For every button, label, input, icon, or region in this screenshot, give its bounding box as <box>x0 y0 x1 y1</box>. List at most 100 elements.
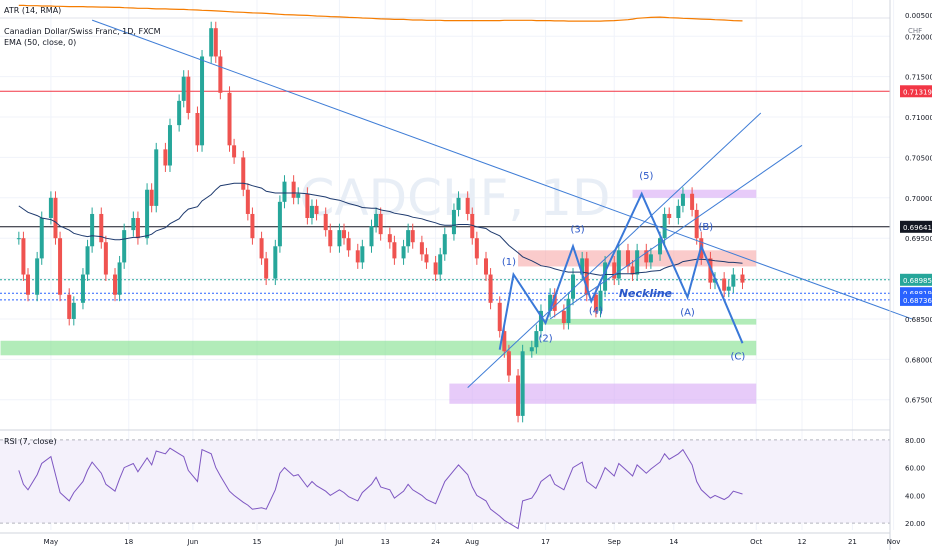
candle-body-54 <box>360 246 365 263</box>
candle-body-73 <box>484 258 488 275</box>
wave-label-2: (2) <box>538 334 552 345</box>
atr-line <box>18 4 743 22</box>
price-label-bg-0 <box>900 85 932 98</box>
candle-body-102 <box>667 213 672 218</box>
candle-body-1 <box>21 238 26 275</box>
price-tick-3: 0.70500 <box>905 154 932 162</box>
candle-body-71 <box>470 213 475 239</box>
price-label-4: 0.68736 <box>903 297 932 305</box>
candle-body-64 <box>424 254 429 263</box>
candle-body-72 <box>474 238 479 259</box>
candle-body-48 <box>323 213 328 231</box>
price-label-bg-1 <box>900 220 932 233</box>
candle-body-80 <box>529 347 534 352</box>
wave-label-c: (C) <box>731 351 746 362</box>
time-tick-7: Aug <box>465 538 479 546</box>
time-tick-2: Jun <box>186 538 198 546</box>
candle-body-110 <box>722 278 727 291</box>
candle-body-59 <box>392 242 397 259</box>
candle-body-66 <box>438 254 443 275</box>
candle-body-2 <box>26 274 30 295</box>
candle-body-99 <box>648 254 653 263</box>
time-tick-9: Sep <box>608 538 622 546</box>
candle-body-82 <box>538 310 543 332</box>
candle-body-76 <box>502 331 507 352</box>
candle-body-46 <box>309 205 314 218</box>
wave-label-5: (5) <box>639 171 653 182</box>
candle-body-81 <box>534 331 539 348</box>
candle-body-24 <box>167 125 172 166</box>
price-tick-4: 0.70000 <box>905 195 932 203</box>
candle-body-70 <box>465 197 470 214</box>
candle-body-83 <box>548 294 553 311</box>
candle-body-37 <box>250 213 255 239</box>
time-tick-4: Jul <box>334 538 344 546</box>
candle-body-77 <box>506 351 511 376</box>
zone-purple-2 <box>449 383 757 404</box>
candle-body-15 <box>113 274 118 295</box>
zone-purple-3 <box>632 189 757 198</box>
candle-body-18 <box>131 218 136 231</box>
candle-body-101 <box>662 213 667 239</box>
price-tick-9: 0.67500 <box>905 397 932 405</box>
candle-body-112 <box>731 274 736 287</box>
ema-legend[interactable]: EMA (50, close, 0) <box>4 38 77 47</box>
candle-body-35 <box>241 157 246 190</box>
candle-body-78 <box>516 375 521 416</box>
candle-body-36 <box>245 189 250 214</box>
candle-body-106 <box>694 209 699 239</box>
candle-body-60 <box>401 246 406 259</box>
price-tick-0: 0.72000 <box>905 33 932 41</box>
candle-body-3 <box>35 258 40 295</box>
candle-body-74 <box>488 274 493 303</box>
candle-body-51 <box>342 230 347 239</box>
candle-body-9 <box>71 302 76 319</box>
price-label-bg-2 <box>900 273 932 286</box>
candle-body-95 <box>625 250 630 267</box>
candle-body-84 <box>552 294 557 311</box>
time-tick-1: 18 <box>124 538 133 546</box>
trend-line-0 <box>91 19 913 320</box>
candle-body-34 <box>232 145 237 158</box>
time-tick-12: 12 <box>798 538 807 546</box>
rsi-tick-2: 40.00 <box>905 492 925 500</box>
candle-body-47 <box>314 205 319 214</box>
candle-body-79 <box>520 351 525 416</box>
candle-body-86 <box>566 298 571 323</box>
candle-body-16 <box>117 262 122 295</box>
wave-label-4: (4) <box>589 306 603 317</box>
candle-body-87 <box>571 274 576 299</box>
candle-body-88 <box>580 258 585 275</box>
time-tick-14: Nov <box>887 538 901 546</box>
candle-body-21 <box>149 189 154 206</box>
candle-body-108 <box>708 258 713 283</box>
candle-body-61 <box>406 230 411 247</box>
candle-body-91 <box>598 290 603 311</box>
candle-body-97 <box>635 250 640 275</box>
candle-body-63 <box>419 242 424 255</box>
currency-label: CHF <box>908 27 923 35</box>
candle-body-98 <box>644 250 649 263</box>
candle-body-65 <box>433 262 438 275</box>
time-tick-0: May <box>44 538 58 546</box>
candle-body-69 <box>456 197 461 210</box>
rsi-legend[interactable]: RSI (7, close) <box>4 437 57 446</box>
candle-body-41 <box>277 201 282 247</box>
price-label-0: 0.71319 <box>903 88 932 96</box>
candle-body-0 <box>16 238 21 240</box>
candle-body-57 <box>378 213 383 235</box>
candle-body-113 <box>740 274 745 283</box>
time-tick-11: Oct <box>750 538 762 546</box>
wave-label-a: (A) <box>680 308 695 319</box>
candle-body-10 <box>80 274 85 303</box>
candle-body-93 <box>612 262 617 279</box>
candle-body-50 <box>337 230 342 247</box>
candle-body-90 <box>593 294 598 311</box>
candle-body-11 <box>85 246 90 275</box>
atr-legend[interactable]: ATR (14, RMA) <box>4 6 62 15</box>
price-label-2: 0.68985 <box>903 277 932 285</box>
candle-body-31 <box>213 28 218 57</box>
symbol-legend[interactable]: Canadian Dollar/Swiss Franc, 1D, FXCM <box>4 27 161 36</box>
candle-body-30 <box>209 28 214 57</box>
rsi-tick-3: 20.00 <box>905 520 925 528</box>
